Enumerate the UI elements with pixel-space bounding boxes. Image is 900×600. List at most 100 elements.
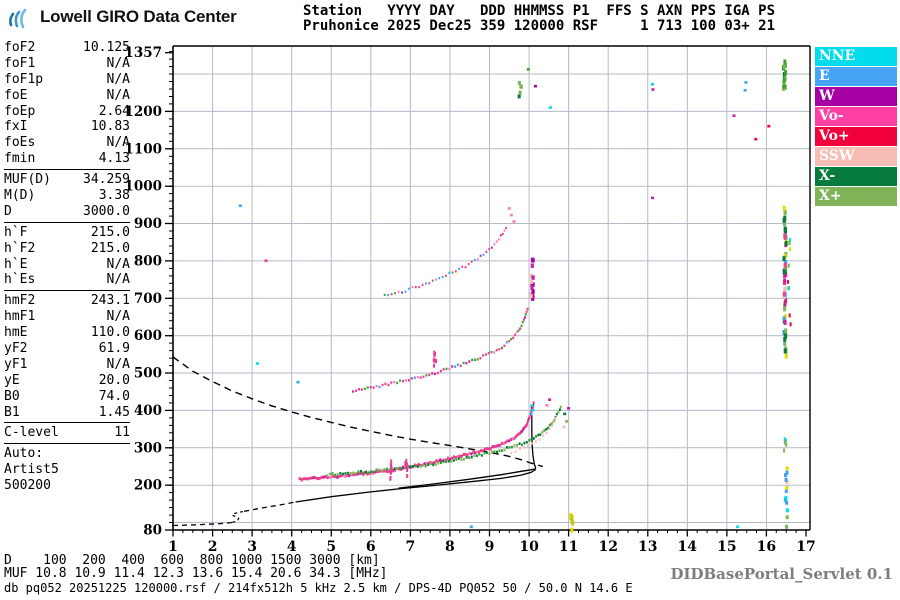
legend-item-voplus: Vo+ [815,127,897,146]
svg-text:17: 17 [796,539,815,555]
param-value: N/A [106,309,130,325]
svg-text:5: 5 [326,539,336,555]
station-header-line1: Station YYYY DAY DDD HHMMSS P1 FFS S AXN… [303,3,776,19]
legend-item-xplus: X+ [815,187,897,206]
svg-text:12: 12 [598,539,617,555]
param-row: h`Es N/A [4,272,130,288]
param-label: Auto: [4,446,44,462]
param-label: foEs [4,135,36,151]
param-row: Auto: [4,446,130,462]
svg-text:1100: 1100 [124,141,162,157]
param-row: hmF2 243.1 [4,293,130,309]
param-value: 10.83 [90,119,130,135]
param-label: h`E [4,256,28,272]
param-value: 2.64 [98,103,130,119]
param-label: foF1 [4,55,36,71]
param-label: B0 [4,388,20,404]
servlet-watermark: DIDBasePortal_Servlet 0.1 [670,565,893,583]
param-row: M(D) 3.38 [4,188,130,204]
param-label: foE [4,87,28,103]
param-row: MUF(D) 34.259 [4,172,130,188]
param-row: D 3000.0 [4,204,130,220]
svg-text:6: 6 [366,539,376,555]
section-divider [4,443,130,445]
param-label: M(D) [4,188,36,204]
param-row: fxI 10.83 [4,119,130,135]
param-row: B1 1.45 [4,405,130,421]
param-value: 215.0 [90,224,130,240]
param-row: fmin 4.13 [4,151,130,167]
param-label: h`F [4,224,28,240]
param-label: h`Es [4,272,36,288]
muf-row: MUF 10.8 10.9 11.4 12.3 13.6 15.4 20.6 3… [4,566,388,581]
param-label: h`F2 [4,240,36,256]
param-row: C-level 11 [4,425,130,441]
param-value: 3.38 [98,188,130,204]
section-divider [4,422,130,424]
param-value: N/A [106,272,130,288]
svg-text:900: 900 [134,216,162,232]
param-row: B0 74.0 [4,389,130,405]
section-divider [4,169,130,171]
param-row: yF1 N/A [4,357,130,373]
svg-text:80: 80 [143,523,162,539]
legend-item-nne: NNE [815,47,897,66]
param-value: N/A [106,71,130,87]
param-value: 34.259 [83,172,130,188]
param-row: h`F2 215.0 [4,241,130,257]
param-value: 1.45 [98,404,130,420]
section-divider [4,290,130,292]
param-row: foF1p N/A [4,72,130,88]
param-value: 243.1 [90,293,130,309]
param-label: hmE [4,325,28,341]
param-value: 3000.0 [83,203,130,219]
param-value: 4.13 [98,151,130,167]
param-label: yE [4,372,20,388]
param-row: foEp 2.64 [4,104,130,120]
station-header: Station YYYY DAY DDD HHMMSS P1 FFS S AXN… [303,4,775,34]
param-value: N/A [106,135,130,151]
legend-item-ssw: SSW [815,147,897,166]
param-label: fxI [4,119,28,135]
svg-text:15: 15 [717,539,736,555]
param-row: h`F 215.0 [4,225,130,241]
param-label: D [4,203,12,219]
param-value: 11 [114,425,130,441]
param-label: foF1p [4,71,44,87]
svg-text:1: 1 [168,539,178,555]
param-row: foE N/A [4,88,130,104]
param-row: yE 20.0 [4,373,130,389]
param-label: hmF1 [4,309,36,325]
svg-text:16: 16 [757,539,776,555]
param-label: foEp [4,103,36,119]
param-label: C-level [4,425,59,441]
param-label: Artist5 [4,462,59,478]
param-value: 74.0 [98,388,130,404]
distance-row: D 100 200 400 600 800 1000 1500 3000 [km… [4,553,380,568]
param-value: N/A [106,356,130,372]
svg-text:1357: 1357 [124,45,162,61]
svg-text:700: 700 [134,291,162,307]
param-row: 500200 [4,478,130,494]
param-label: MUF(D) [4,172,51,188]
param-row: foF1 N/A [4,56,130,72]
direction-legend: NNE E W Vo- Vo+ SSW X- X+ [815,47,897,207]
svg-text:600: 600 [134,328,162,344]
logo-text: Lowell GIRO Data Center [40,7,237,26]
legend-item-xminus: X- [815,167,897,186]
param-value: 61.9 [98,341,130,357]
param-value: N/A [106,87,130,103]
param-label: yF2 [4,341,28,357]
param-label: 500200 [4,478,51,494]
param-row: h`E N/A [4,257,130,273]
param-value: N/A [106,55,130,71]
param-value: 110.0 [90,325,130,341]
legend-item-vominus: Vo- [815,107,897,126]
param-label: yF1 [4,356,28,372]
svg-text:200: 200 [134,478,162,494]
svg-text:14: 14 [678,539,698,555]
svg-text:3: 3 [247,539,257,555]
param-value: 215.0 [90,240,130,256]
